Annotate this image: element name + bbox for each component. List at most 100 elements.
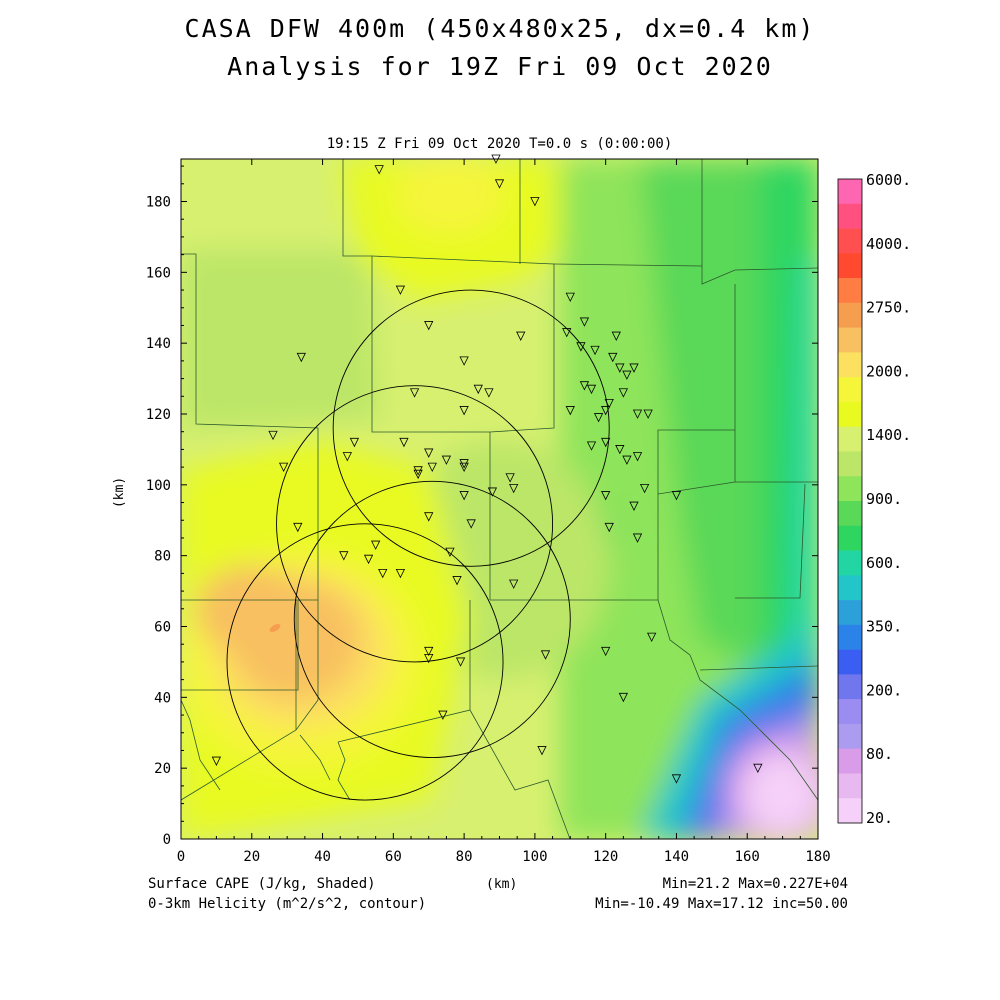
colorbar-swatch bbox=[838, 302, 862, 328]
station-marker bbox=[484, 388, 494, 398]
y-tick-label: 0 bbox=[163, 832, 171, 848]
station-marker bbox=[537, 746, 547, 756]
station-marker bbox=[395, 285, 406, 295]
station-marker bbox=[293, 522, 303, 533]
colorbar-label: 4000. bbox=[866, 235, 911, 253]
colorbar-swatch bbox=[838, 674, 862, 700]
station-marker bbox=[509, 579, 519, 589]
map-title: CASA DFW 400m (450x480x25, dx=0.4 km) bbox=[184, 14, 816, 43]
x-tick-label: 160 bbox=[735, 849, 760, 865]
station-marker bbox=[466, 519, 476, 529]
colorbar-swatch bbox=[838, 649, 862, 675]
station-marker bbox=[565, 406, 575, 416]
station-marker bbox=[579, 317, 590, 327]
station-marker bbox=[505, 473, 515, 483]
station-marker bbox=[413, 469, 423, 480]
station-marker bbox=[445, 547, 455, 558]
county-boundaries bbox=[181, 159, 818, 839]
y-tick-label: 120 bbox=[146, 407, 171, 423]
x-tick-label: 120 bbox=[593, 849, 618, 865]
station-marker bbox=[565, 292, 575, 303]
colorbar-swatch bbox=[838, 773, 862, 799]
station-marker bbox=[618, 388, 629, 398]
station-marker bbox=[211, 756, 222, 766]
station-marker bbox=[473, 384, 483, 395]
colorbar-label: 350. bbox=[866, 618, 902, 636]
station-marker bbox=[363, 554, 374, 565]
colorbar-swatch bbox=[838, 228, 862, 254]
station-marker bbox=[278, 462, 289, 473]
contour-field-label: 0-3km Helicity (m^2/s^2, contour) bbox=[148, 896, 427, 912]
x-tick-label: 40 bbox=[314, 849, 331, 865]
colorbar-label: 1400. bbox=[866, 426, 911, 444]
colorbar-swatch bbox=[838, 327, 862, 353]
colorbar-swatch bbox=[838, 203, 862, 229]
station-marker bbox=[647, 632, 657, 643]
station-marker bbox=[593, 413, 604, 423]
y-tick-label: 20 bbox=[154, 761, 171, 777]
station-marker bbox=[455, 657, 466, 667]
station-marker bbox=[615, 363, 625, 373]
station-marker bbox=[579, 381, 590, 391]
station-marker bbox=[409, 388, 420, 398]
station-marker bbox=[632, 409, 643, 419]
station-marker bbox=[342, 452, 352, 462]
colorbar-label: 20. bbox=[866, 809, 893, 827]
station-marker bbox=[530, 197, 540, 207]
station-marker bbox=[427, 462, 437, 473]
station-marker bbox=[424, 321, 434, 331]
station-marker bbox=[487, 487, 498, 497]
station-marker bbox=[339, 551, 349, 561]
y-tick-label: 160 bbox=[146, 265, 171, 281]
station-marker bbox=[424, 512, 434, 522]
station-marker bbox=[622, 370, 632, 380]
map-valid-time: 19:15 Z Fri 09 Oct 2020 T=0.0 s (0:00:00… bbox=[326, 136, 673, 152]
x-axis-label: (km) bbox=[486, 877, 518, 892]
x-tick-label: 60 bbox=[385, 849, 402, 865]
shading-min-max: Min=21.2 Max=0.227E+04 bbox=[662, 876, 848, 892]
colorbar-swatch bbox=[838, 600, 862, 626]
station-marker bbox=[459, 491, 469, 501]
station-marker bbox=[424, 653, 434, 664]
colorbar-swatch bbox=[838, 723, 862, 749]
colorbar-swatch bbox=[838, 748, 862, 774]
station-marker bbox=[399, 437, 409, 448]
station-marker bbox=[601, 491, 611, 501]
station-marker bbox=[378, 568, 388, 579]
helicity-contour-3 bbox=[293, 480, 571, 758]
colorbar-swatch bbox=[838, 798, 862, 824]
colorbar-swatch bbox=[838, 377, 862, 403]
x-tick-label: 0 bbox=[177, 849, 185, 865]
x-tick-label: 80 bbox=[456, 849, 473, 865]
station-marker bbox=[452, 576, 462, 586]
station-marker bbox=[608, 352, 618, 363]
station-marker bbox=[632, 452, 643, 462]
colorbar-label: 80. bbox=[866, 745, 893, 763]
x-tick-label: 180 bbox=[805, 849, 830, 865]
station-marker bbox=[615, 445, 625, 455]
helicity-contour-2 bbox=[226, 523, 504, 801]
contour-min-max: Min=-10.49 Max=17.12 inc=50.00 bbox=[595, 896, 848, 912]
colorbar-label: 2750. bbox=[866, 299, 911, 317]
colorbar-swatch bbox=[838, 575, 862, 601]
station-marker bbox=[671, 774, 682, 784]
station-marker bbox=[459, 459, 469, 469]
station-marker bbox=[643, 409, 653, 419]
y-tick-label: 40 bbox=[154, 690, 171, 706]
station-marker bbox=[629, 501, 639, 511]
station-marker bbox=[632, 533, 643, 543]
station-marker bbox=[604, 522, 614, 533]
colorbar-swatch bbox=[838, 352, 862, 378]
station-marker bbox=[509, 483, 519, 494]
colorbar-frame bbox=[837, 178, 863, 824]
colorbar-swatch bbox=[838, 426, 862, 452]
station-marker bbox=[413, 466, 423, 476]
x-tick-label: 20 bbox=[243, 849, 260, 865]
station-marker bbox=[540, 650, 551, 660]
station-marker bbox=[459, 356, 469, 366]
colorbar-swatch bbox=[838, 501, 862, 527]
map-analysis-time: Analysis for 19Z Fri 09 Oct 2020 bbox=[227, 52, 773, 81]
cape-max-spot bbox=[269, 624, 281, 632]
station-marker bbox=[601, 406, 611, 416]
